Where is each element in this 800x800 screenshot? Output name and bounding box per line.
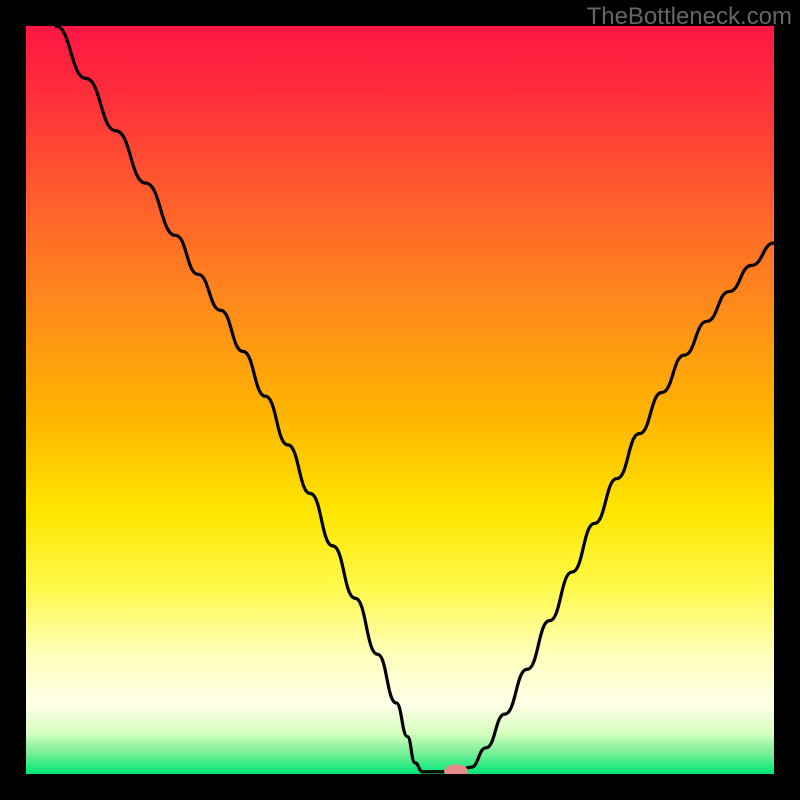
chart-svg: TheBottleneck.com <box>0 0 800 800</box>
bottleneck-chart: TheBottleneck.com <box>0 0 800 800</box>
gradient-background <box>26 26 774 774</box>
watermark-text: TheBottleneck.com <box>587 3 792 30</box>
